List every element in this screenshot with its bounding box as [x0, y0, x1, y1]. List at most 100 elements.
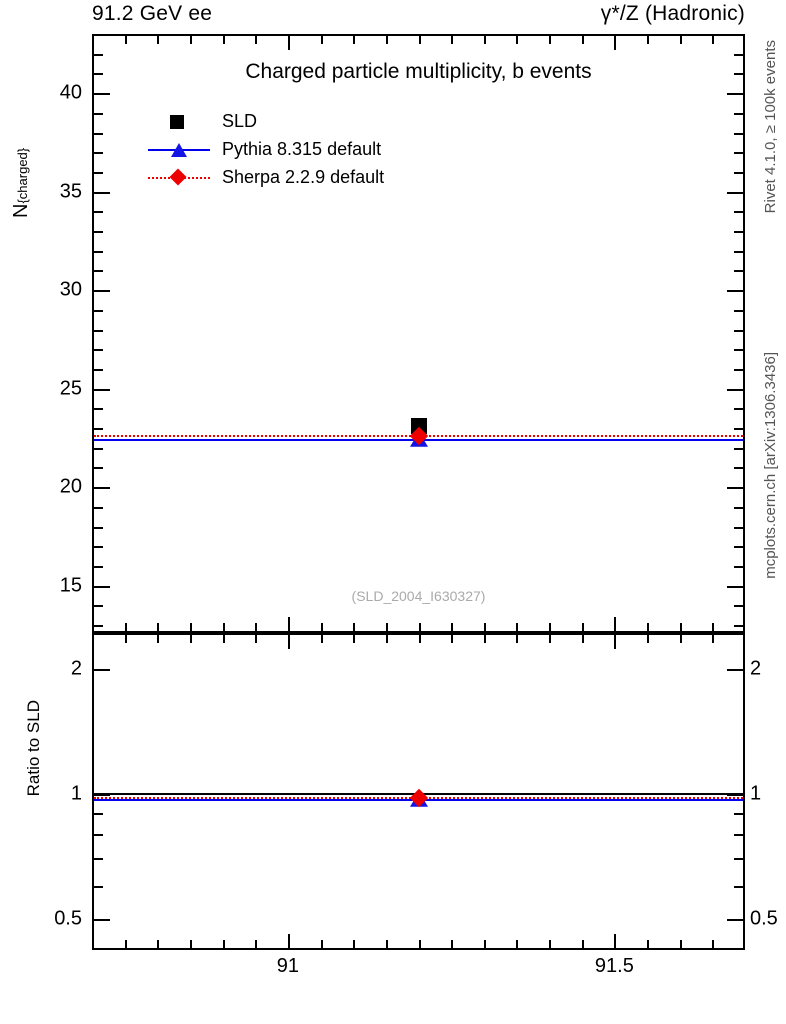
y-major-tick: [94, 388, 110, 391]
x-minor-tick: [385, 36, 388, 44]
y-minor-tick: [734, 428, 743, 431]
y-minor-tick: [734, 546, 743, 549]
y-minor-tick: [94, 368, 103, 371]
x-minor-tick: [222, 635, 225, 643]
x-minor-tick: [516, 635, 519, 643]
x-minor-tick: [712, 36, 715, 44]
main-plot-panel: [92, 34, 745, 633]
x-minor-tick: [124, 36, 127, 44]
x-tick-label: 91.5: [594, 955, 634, 977]
x-major-tick: [614, 934, 617, 948]
x-minor-tick: [549, 36, 552, 44]
y-minor-tick: [734, 309, 743, 312]
x-minor-tick: [353, 635, 356, 643]
x-minor-tick: [124, 635, 127, 643]
x-minor-tick: [451, 623, 454, 631]
x-minor-tick: [679, 623, 682, 631]
x-minor-tick: [483, 635, 486, 643]
x-minor-tick: [353, 36, 356, 44]
y-major-tick: [727, 93, 743, 96]
ratio-y-minor-tick: [734, 813, 743, 815]
x-major-tick: [614, 36, 617, 50]
x-minor-tick: [581, 36, 584, 44]
x-minor-tick: [124, 940, 127, 948]
y-major-tick: [94, 290, 110, 293]
ratio-y-minor-tick: [94, 858, 103, 861]
x-minor-tick: [157, 940, 160, 948]
y-minor-tick: [734, 73, 743, 76]
x-minor-tick: [712, 623, 715, 631]
x-minor-tick: [418, 36, 421, 44]
square-marker-icon: [170, 115, 184, 129]
y-minor-tick: [94, 605, 103, 608]
x-minor-tick: [157, 623, 160, 631]
y-minor-tick: [94, 329, 103, 332]
x-minor-tick: [189, 635, 192, 643]
y-tick-label-main: 30: [59, 278, 82, 301]
x-minor-tick: [647, 635, 650, 643]
y-minor-tick: [734, 152, 743, 155]
y-minor-tick: [94, 152, 103, 155]
y-minor-tick: [94, 428, 103, 431]
x-minor-tick: [516, 36, 519, 44]
y-minor-tick: [734, 231, 743, 234]
y-minor-tick: [94, 447, 103, 450]
ratio-y-minor-tick: [94, 813, 103, 815]
y-minor-tick: [734, 625, 743, 628]
y-minor-tick: [94, 467, 103, 470]
x-major-tick: [287, 36, 290, 50]
ratio-y-minor-tick: [734, 885, 743, 888]
analysis-id-watermark: (SLD_2004_I630327): [351, 588, 486, 604]
ratio-y-major-tick: [727, 918, 743, 921]
y-tick-label-main: 15: [59, 574, 82, 597]
x-minor-tick: [451, 635, 454, 643]
y-tick-label-main: 40: [59, 81, 82, 104]
y-minor-tick: [94, 625, 103, 628]
x-minor-tick: [581, 623, 584, 631]
x-minor-tick: [320, 36, 323, 44]
x-minor-tick: [418, 635, 421, 643]
y-tick-label-main: 25: [59, 377, 82, 400]
ratio-y-major-tick: [94, 669, 110, 672]
x-minor-tick: [483, 623, 486, 631]
legend-label-sld: SLD: [222, 111, 258, 131]
x-minor-tick: [451, 36, 454, 44]
legend-key-sld: [148, 108, 210, 136]
ratio-y-tick-label-left: 2: [70, 657, 82, 680]
y-minor-tick: [734, 349, 743, 352]
ratio-y-minor-tick: [734, 858, 743, 861]
x-minor-tick: [189, 940, 192, 948]
x-minor-tick: [679, 635, 682, 643]
y-minor-tick: [734, 605, 743, 608]
x-minor-tick: [483, 940, 486, 948]
x-minor-tick: [712, 635, 715, 643]
y-minor-tick: [94, 231, 103, 234]
y-minor-tick: [734, 250, 743, 253]
y-minor-tick: [734, 270, 743, 273]
y-major-tick: [727, 191, 743, 194]
x-minor-tick: [255, 635, 258, 643]
legend-label-pythia: Pythia 8.315 default: [222, 139, 382, 159]
x-minor-tick: [647, 623, 650, 631]
y-minor-tick: [734, 368, 743, 371]
y-minor-tick: [94, 112, 103, 115]
x-minor-tick: [647, 940, 650, 948]
y-minor-tick: [94, 132, 103, 135]
x-minor-tick: [255, 940, 258, 948]
x-major-tick: [614, 617, 617, 631]
x-minor-tick: [320, 623, 323, 631]
ratio-y-tick-label-right: 0.5: [750, 907, 778, 930]
y-minor-tick: [734, 132, 743, 135]
x-minor-tick: [157, 635, 160, 643]
y-minor-tick: [94, 211, 103, 214]
y-major-tick: [94, 191, 110, 194]
x-minor-tick: [222, 623, 225, 631]
ratio-y-minor-tick: [734, 834, 743, 837]
y-major-tick: [727, 585, 743, 588]
x-minor-tick: [549, 940, 552, 948]
ratio-y-major-tick: [94, 794, 110, 797]
y-minor-tick: [94, 566, 103, 568]
y-minor-tick: [734, 447, 743, 450]
